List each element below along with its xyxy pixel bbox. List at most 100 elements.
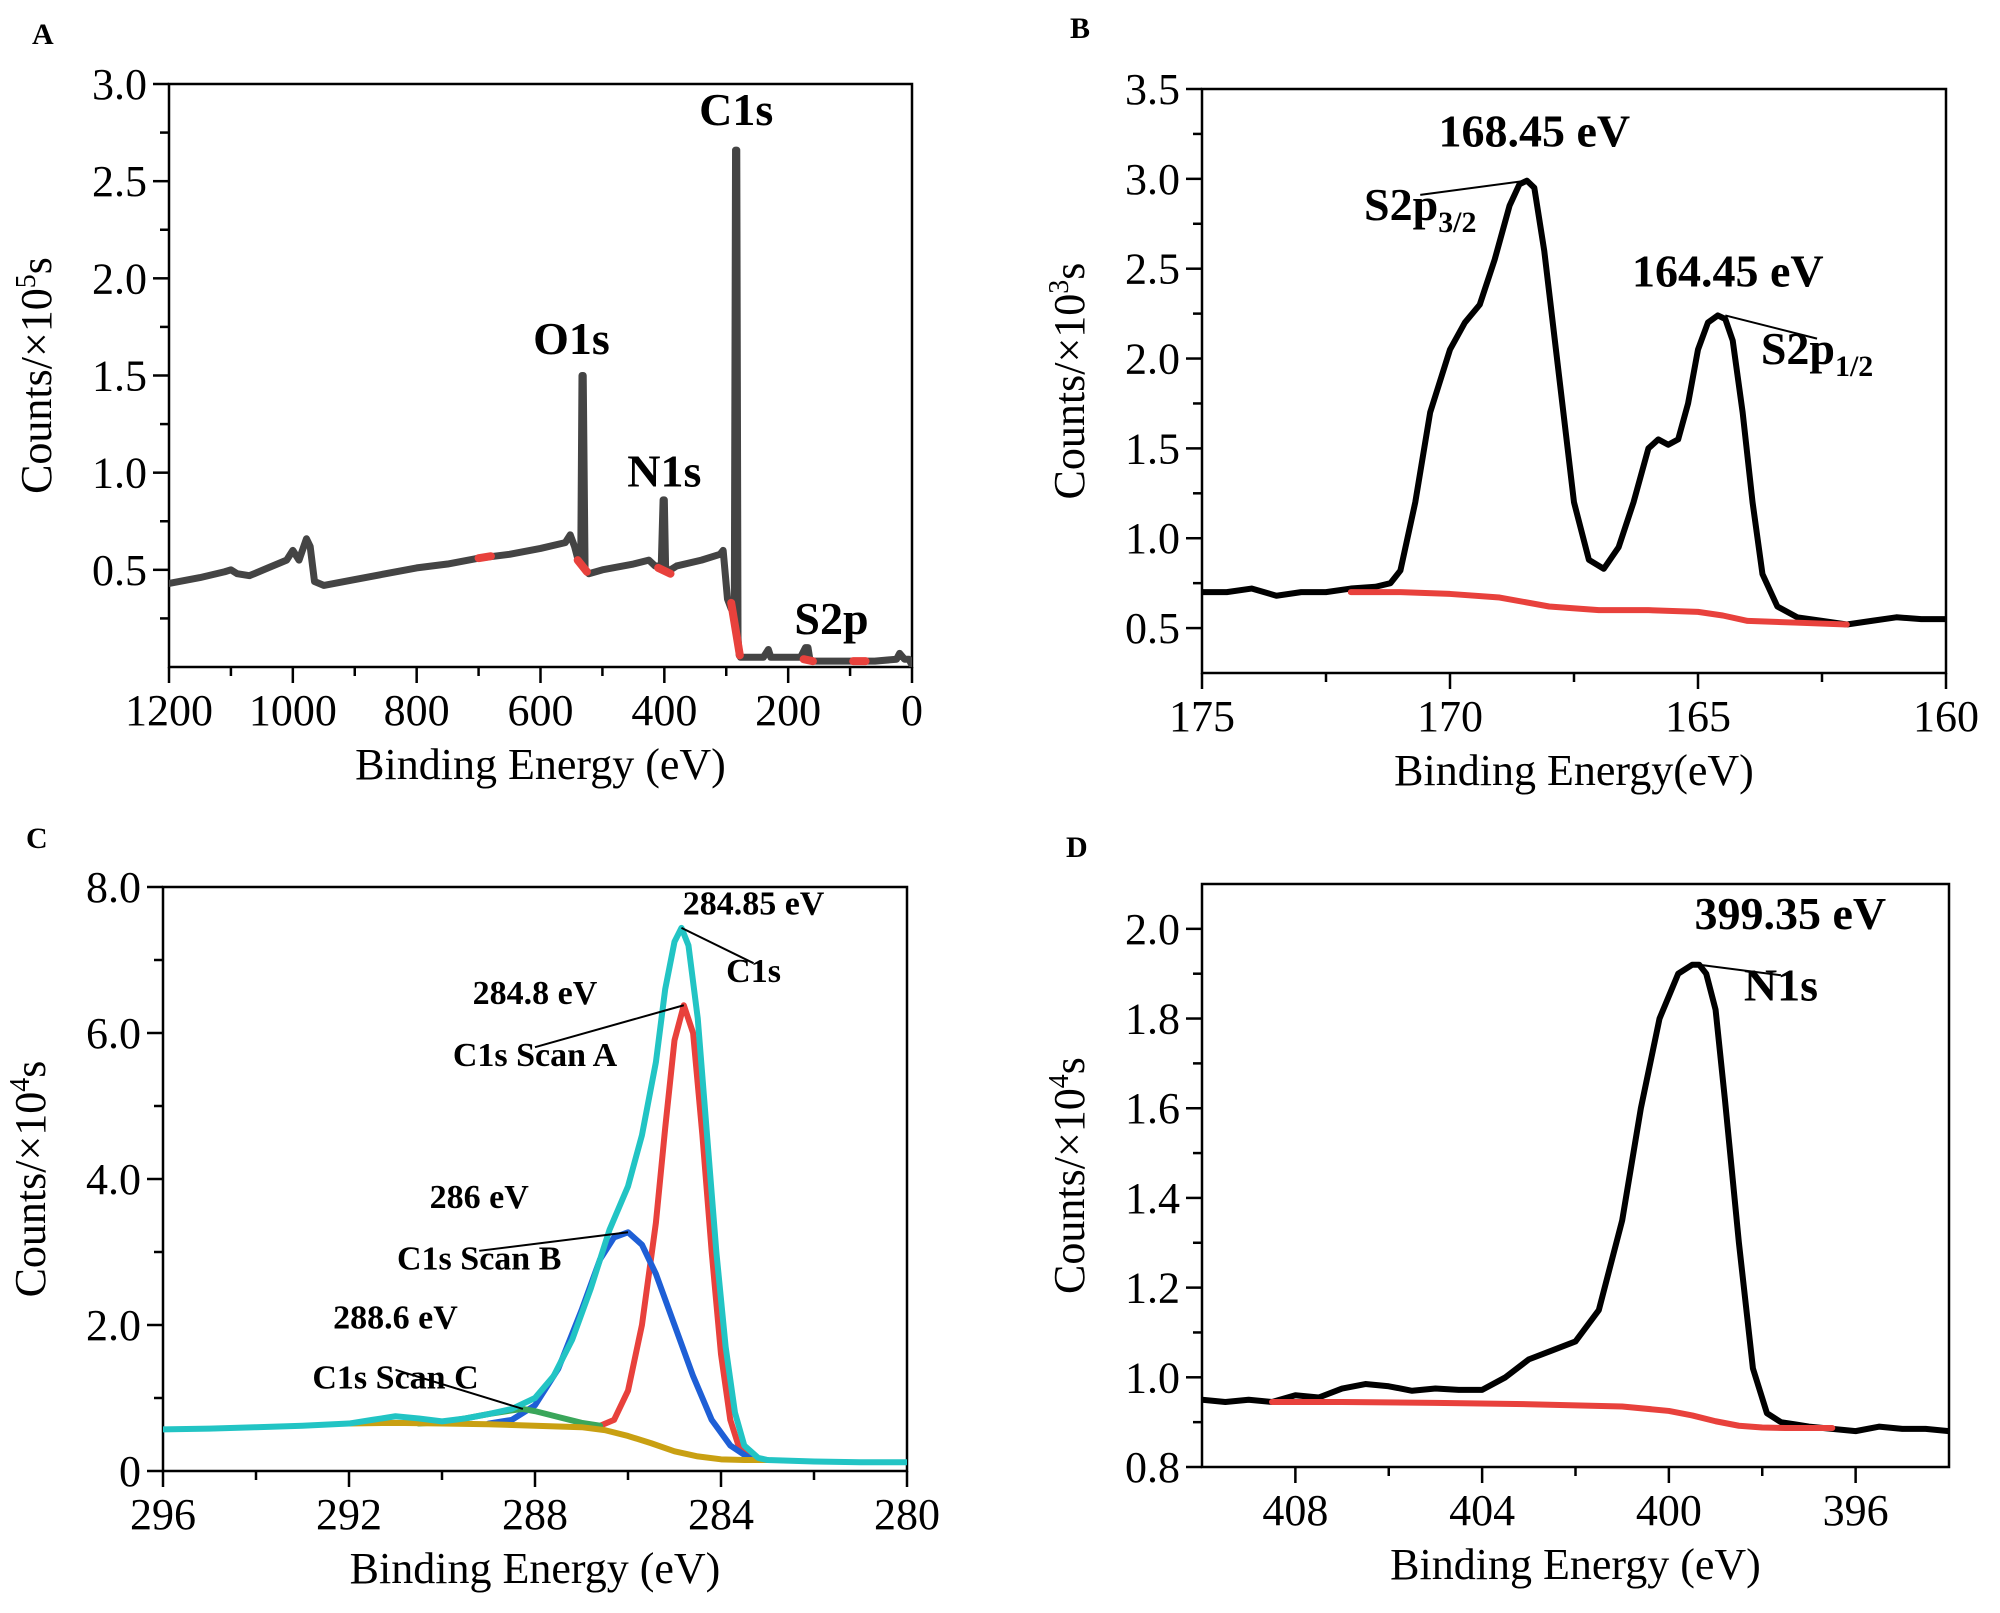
x-tick-label: 284 (688, 1490, 754, 1539)
peak-annotation: 286 eV (430, 1179, 530, 1216)
panel-letter: B (1070, 12, 1090, 45)
peak-annotation: N1s (1744, 960, 1818, 1011)
x-axis-title: Binding Energy(eV) (1394, 746, 1754, 795)
y-axis-title: Counts/×104s (1044, 1057, 1094, 1294)
x-tick-label: 292 (316, 1490, 382, 1539)
annotation-leader-line (534, 1004, 685, 1049)
peak-annotation: 284.8 eV (473, 975, 598, 1012)
y-tick-label: 0.5 (1125, 604, 1180, 653)
peak-annotation: C1s Scan A (453, 1037, 618, 1074)
data-layer (1202, 177, 1946, 628)
panel-d: D 408 404 400 396 0.8 1.0 1.2 1.4 1.6 1.8 2.0 Bindin… (1044, 831, 1951, 1589)
x-tick-label: 404 (1449, 1486, 1515, 1535)
y-tick-label: 3.5 (1125, 65, 1180, 114)
annotation-leader-line (395, 1368, 524, 1410)
peak-annotation: 168.45 eV (1438, 106, 1630, 157)
series-background (1347, 589, 1850, 628)
y-tick-label: 2.0 (1125, 335, 1180, 384)
peak-annotation: 284.85 eV (683, 886, 825, 923)
series-background-segments (799, 655, 817, 666)
peak-annotation: C1s Scan C (312, 1360, 478, 1397)
x-tick-label: 0 (901, 686, 923, 735)
peak-annotation: S2p (794, 593, 868, 644)
annotation-leader-line (1699, 963, 1782, 977)
y-tick-label: 6.0 (86, 1009, 141, 1058)
y-tick-label: 3.0 (92, 60, 147, 109)
annotation-leader-line (1420, 179, 1528, 196)
y-tick-label: 3.0 (1125, 155, 1180, 204)
series-survey (169, 146, 912, 667)
plot-frame (167, 82, 914, 669)
y-tick-label: 2.0 (86, 1301, 141, 1350)
panel-letter: C (26, 822, 48, 855)
peak-annotation: S2p3/2 (1364, 179, 1476, 239)
y-axis-title: Counts/×104s (5, 1061, 55, 1298)
x-tick-label: 165 (1665, 692, 1731, 741)
peak-annotation: 164.45 eV (1632, 246, 1824, 297)
y-tick-label: 2.0 (1125, 905, 1180, 954)
series-background-segments (573, 556, 591, 576)
y-tick-label: 1.5 (1125, 424, 1180, 473)
series-background (1269, 1398, 1836, 1431)
peak-annotation: C1s (699, 84, 773, 135)
panel-a: A 1200 1000 800 600 400 200 0 0.5 1.0 1.5 2.0 2.5 3.0… (11, 18, 923, 789)
x-tick-label: 296 (130, 1490, 196, 1539)
peak-annotation: N1s (627, 445, 701, 496)
y-axis-title: Counts/×105s (11, 257, 61, 494)
series-s2p-spectrum (1202, 177, 1946, 628)
panel-letter: A (32, 18, 54, 51)
y-tick-label: 1.0 (92, 449, 147, 498)
series-c1s-scan-a (597, 1002, 771, 1464)
peak-annotation: 399.35 eV (1694, 888, 1886, 939)
y-tick-label: 4.0 (86, 1155, 141, 1204)
y-tick-label: 1.0 (1125, 1353, 1180, 1402)
peak-annotation: O1s (533, 313, 610, 364)
data-layer (163, 924, 907, 1466)
y-tick-label: 0 (119, 1447, 141, 1496)
series-background-segments (474, 552, 495, 563)
data-layer (169, 146, 912, 667)
x-tick-label: 160 (1913, 692, 1979, 741)
y-tick-label: 2.5 (1125, 245, 1180, 294)
x-tick-label: 396 (1823, 1486, 1889, 1535)
x-tick-label: 1200 (125, 686, 213, 735)
x-tick-label: 288 (502, 1490, 568, 1539)
y-tick-label: 2.5 (92, 157, 147, 206)
series-background-segments (727, 598, 744, 660)
y-tick-label: 8.0 (86, 863, 141, 912)
peak-annotation: S2p1/2 (1761, 323, 1873, 383)
x-tick-label: 400 (1636, 1486, 1702, 1535)
data-layer (1202, 961, 1949, 1435)
series-background-segments (654, 563, 675, 578)
plot-frame (1200, 882, 1951, 1469)
x-tick-label: 175 (1169, 692, 1235, 741)
panel-b: B 175 170 165 160 0.5 1.0 1.5 2.0 2.5 3.0 3.5 Bindin… (1044, 12, 1979, 795)
x-axis-title: Binding Energy (eV) (355, 740, 726, 789)
y-axis-title: Counts/×103s (1044, 263, 1094, 500)
annotation-leader-line (1725, 314, 1818, 340)
y-tick-label: 1.8 (1125, 995, 1180, 1044)
y-tick-label: 0.8 (1125, 1443, 1180, 1492)
panel-c: C 296 292 288 284 280 0 2.0 4.0 6.0 8.0 Binding Ene… (5, 822, 940, 1593)
annotation-leader-line (479, 1231, 629, 1252)
x-tick-label: 200 (755, 686, 821, 735)
x-tick-label: 400 (631, 686, 697, 735)
x-tick-label: 170 (1417, 692, 1483, 741)
series-background (346, 1419, 771, 1464)
x-tick-label: 408 (1262, 1486, 1328, 1535)
peak-annotation: C1s Scan B (397, 1241, 561, 1278)
x-axis-title: Binding Energy (eV) (1390, 1540, 1761, 1589)
x-tick-label: 1000 (249, 686, 337, 735)
x-tick-label: 280 (874, 1490, 940, 1539)
panel-letter: D (1066, 831, 1088, 864)
y-tick-label: 1.2 (1125, 1264, 1180, 1313)
x-axis-title: Binding Energy (eV) (350, 1544, 721, 1593)
y-tick-label: 0.5 (92, 546, 147, 595)
y-tick-label: 1.6 (1125, 1084, 1180, 1133)
y-tick-label: 1.5 (92, 352, 147, 401)
peak-annotation: C1s (726, 953, 781, 990)
series-c1s-envelope (163, 924, 907, 1466)
y-tick-label: 2.0 (92, 254, 147, 303)
peak-annotation: 288.6 eV (333, 1300, 458, 1337)
